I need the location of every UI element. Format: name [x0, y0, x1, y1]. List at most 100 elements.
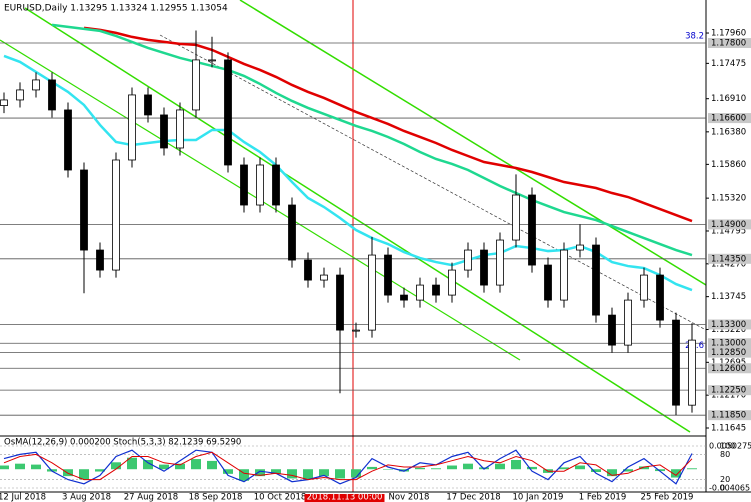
y-tick-label: 1.16910 [711, 94, 746, 104]
candle-body [432, 284, 440, 296]
osma-bar [495, 463, 505, 470]
level-label: 1.13000 [711, 339, 746, 349]
candle-body [576, 244, 584, 251]
candle-body [256, 164, 264, 206]
y-tick-label: 1.14270 [711, 259, 746, 269]
candle-body [448, 269, 456, 296]
level-label-box [708, 385, 751, 396]
y-tick-label: 1.17960 [711, 29, 746, 39]
candle-body [0, 99, 8, 106]
osma-bar [159, 464, 169, 470]
osma-bar [335, 469, 345, 479]
osma-bar [383, 469, 393, 470]
osma-bar [527, 466, 537, 470]
candle-body [128, 94, 136, 161]
level-label-box [708, 338, 751, 349]
candle-body [496, 239, 504, 286]
trend-line [24, 7, 691, 433]
level-label-box [708, 113, 751, 124]
candle-body [336, 274, 344, 331]
x-tick-label: 1 Feb 2019 [579, 493, 627, 502]
x-tick-label: 2018.11.13 00:00 [307, 493, 383, 502]
cursor-date-box [304, 494, 385, 502]
level-label: 1.11850 [711, 411, 746, 421]
osma-bar [463, 463, 473, 470]
osma-bar [15, 463, 25, 470]
candle-body [560, 249, 568, 301]
osma-bar [623, 469, 633, 472]
candle-body [16, 89, 24, 101]
level-label: 1.14350 [711, 254, 746, 264]
osma-bar [351, 469, 361, 478]
osma-bar [63, 469, 73, 477]
trend-line [159, 34, 707, 331]
osma-bar [319, 469, 329, 477]
stoch-signal [3, 451, 693, 481]
osma-bar [95, 469, 105, 472]
osma-bar [223, 469, 233, 474]
candle-body [288, 204, 296, 261]
level-label: 1.12600 [711, 364, 746, 374]
candle-body [192, 59, 200, 111]
osma-bar [367, 466, 377, 470]
osma-bar [655, 469, 665, 472]
y-tick-label: 1.13745 [711, 292, 746, 302]
candle-body [640, 274, 648, 301]
candle-body [688, 339, 696, 406]
osma-bar [559, 467, 569, 470]
candle-body [144, 94, 152, 116]
x-tick-label: 10 Jan 2019 [513, 493, 564, 502]
candle-body [272, 164, 280, 206]
stoch-main [3, 449, 693, 485]
y-tick-label: 1.11645 [711, 423, 746, 433]
level-label-box [708, 347, 751, 358]
x-tick-label: 17 Dec 2018 [446, 493, 500, 502]
level-label-box [708, 410, 751, 421]
candle-body [656, 274, 664, 321]
osma-bar [207, 460, 217, 470]
osma-bar [671, 469, 681, 478]
y-tick-label: 1.12170 [711, 391, 746, 401]
osma-bar [607, 469, 617, 477]
candle-body [592, 244, 600, 316]
candle-body [224, 59, 232, 166]
candle-body [544, 264, 552, 301]
osma-bar [591, 469, 601, 472]
candle-body [64, 109, 72, 171]
y-tick-label: 1.16380 [711, 127, 746, 137]
level-label-box [708, 363, 751, 374]
level-label-box [708, 253, 751, 264]
stoch-tick-label: 20 [720, 475, 730, 484]
candle-body [208, 59, 216, 62]
candle-body [160, 114, 168, 149]
y-tick-label: 1.15320 [711, 194, 746, 204]
candle-body [624, 299, 632, 346]
candle-body [608, 314, 616, 346]
stoch-tick-label: 80 [720, 450, 730, 459]
osma-bar [399, 469, 409, 472]
level-label: 1.16600 [711, 114, 746, 124]
level-label: 1.12250 [711, 386, 746, 396]
candle-body [304, 259, 312, 281]
candle-body [112, 159, 120, 271]
candle-body [320, 274, 328, 281]
chart-title: EURUSD,Daily 1.13295 1.13324 1.12955 1.1… [4, 4, 228, 14]
x-tick-label: Nov 2018 [389, 493, 430, 502]
level-label: 1.12850 [711, 348, 746, 358]
osma-bar [79, 469, 89, 480]
candle-body [464, 249, 472, 271]
osma-bar [415, 467, 425, 470]
trend-line [239, 0, 707, 286]
y-tick-label: 1.15860 [711, 160, 746, 170]
candle-body [672, 319, 680, 406]
osma-bar [175, 463, 185, 470]
x-tick-label: 18 Sep 2018 [189, 493, 243, 502]
candle-body [512, 194, 520, 241]
osma-tick-label: -0.004065 [709, 484, 750, 493]
x-tick-label: 10 Oct 2018 [254, 493, 307, 502]
candle-body [384, 254, 392, 296]
level-label-box [708, 38, 751, 49]
y-tick-label: 1.17475 [711, 59, 746, 69]
osma-bar [447, 465, 457, 470]
osma-bar [191, 459, 201, 470]
